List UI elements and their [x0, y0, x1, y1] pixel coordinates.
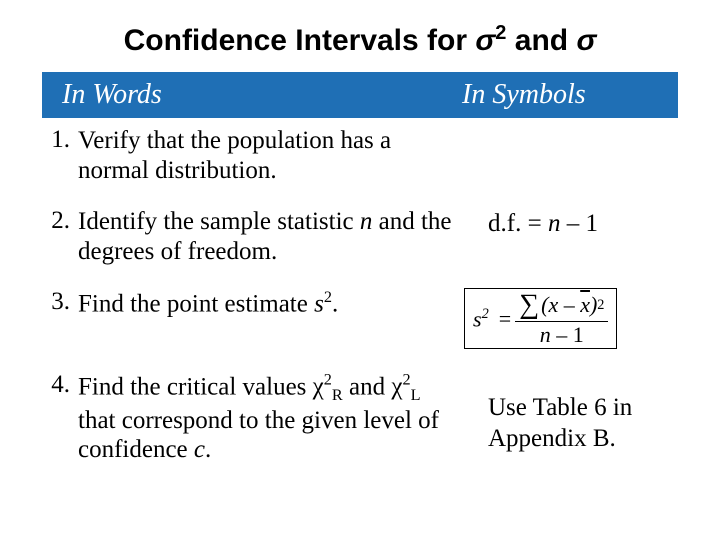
chi-letter-1: χ [313, 373, 324, 400]
chi-sub-L: L [411, 386, 421, 404]
step-row-1: 1. Verify that the population has a norm… [42, 126, 678, 185]
step-symbols-3: s2 = ∑ (x – x)2 n – 1 [458, 288, 678, 349]
slide-title: Confidence Intervals for σ2 and σ [0, 0, 720, 72]
formula-xbar: x [580, 292, 590, 317]
title-sigma1: σ [475, 24, 495, 57]
formula-outer-sq: 2 [597, 298, 604, 312]
df-suffix: – 1 [560, 210, 598, 237]
formula-s-sq: 2 [482, 306, 489, 322]
step3-s: s [314, 290, 324, 317]
column-header-bar: In Words In Symbols [42, 72, 678, 118]
title-prefix: Confidence Intervals for [124, 24, 476, 57]
chi-letter-2: χ [391, 373, 402, 400]
formula-denom-n: n [540, 322, 551, 347]
formula-s: s2 [473, 307, 495, 330]
step4-dot: . [205, 436, 211, 463]
formula-s-letter: s [473, 306, 482, 331]
content-area: 1. Verify that the population has a norm… [0, 118, 720, 465]
formula-x: x [548, 292, 558, 317]
step-symbols-4: Use Table 6 in Appendix B. [458, 371, 678, 454]
formula-eq: = [495, 308, 515, 330]
step-row-4: 4. Find the critical values χ2R and χ2L … [42, 371, 678, 465]
title-sigma1-sup: 2 [495, 22, 506, 44]
step-number-4: 4. [42, 371, 78, 399]
title-sigma2: σ [576, 24, 596, 57]
step-number-1: 1. [42, 126, 78, 154]
formula-denom-rest: – 1 [551, 322, 584, 347]
chi-sq-2: 2 [402, 371, 410, 389]
step3-suffix: . [332, 290, 338, 317]
chi-sub-R: R [332, 386, 343, 404]
step2-prefix: Identify the sample statistic [78, 208, 360, 235]
step-words-4: Find the critical values χ2R and χ2L tha… [78, 371, 458, 465]
step4-a: Find the critical values [78, 373, 313, 400]
step-row-2: 2. Identify the sample statistic n and t… [42, 207, 678, 266]
step3-prefix: Find the point estimate [78, 290, 314, 317]
step-number-3: 3. [42, 288, 78, 316]
step4-b: that correspond to the given level of co… [78, 407, 439, 464]
step-words-2: Identify the sample statistic n and the … [78, 207, 458, 266]
step3-sq: 2 [324, 288, 332, 306]
step4-chiR: χ2R [313, 373, 343, 400]
slide: Confidence Intervals for σ2 and σ In Wor… [0, 0, 720, 540]
step-row-3: 3. Find the point estimate s2. s2 = ∑ (x… [42, 288, 678, 349]
formula-numerator: ∑ (x – x)2 [515, 291, 608, 322]
formula-paren: (x – x) [541, 294, 597, 316]
title-and: and [506, 24, 576, 57]
header-in-words: In Words [42, 79, 462, 111]
formula-rpar: ) [590, 292, 597, 317]
chi-sq-1: 2 [324, 371, 332, 389]
step4-c: c [194, 436, 205, 463]
step-words-1: Verify that the population has a normal … [78, 126, 458, 185]
formula-denominator: n – 1 [540, 322, 584, 346]
header-in-symbols: In Symbols [462, 79, 678, 111]
step2-n: n [360, 208, 373, 235]
df-prefix: d.f. = [488, 210, 548, 237]
step-symbols-2: d.f. = n – 1 [458, 207, 678, 240]
formula-fraction: ∑ (x – x)2 n – 1 [515, 291, 608, 346]
step-number-2: 2. [42, 207, 78, 235]
step4-and: and [343, 373, 392, 400]
df-n: n [548, 210, 561, 237]
sum-icon: ∑ [519, 291, 541, 319]
step-words-3: Find the point estimate s2. [78, 288, 458, 319]
formula-minus: – [558, 292, 580, 317]
variance-formula: s2 = ∑ (x – x)2 n – 1 [464, 288, 617, 349]
step4-chiL: χ2L [391, 373, 420, 400]
